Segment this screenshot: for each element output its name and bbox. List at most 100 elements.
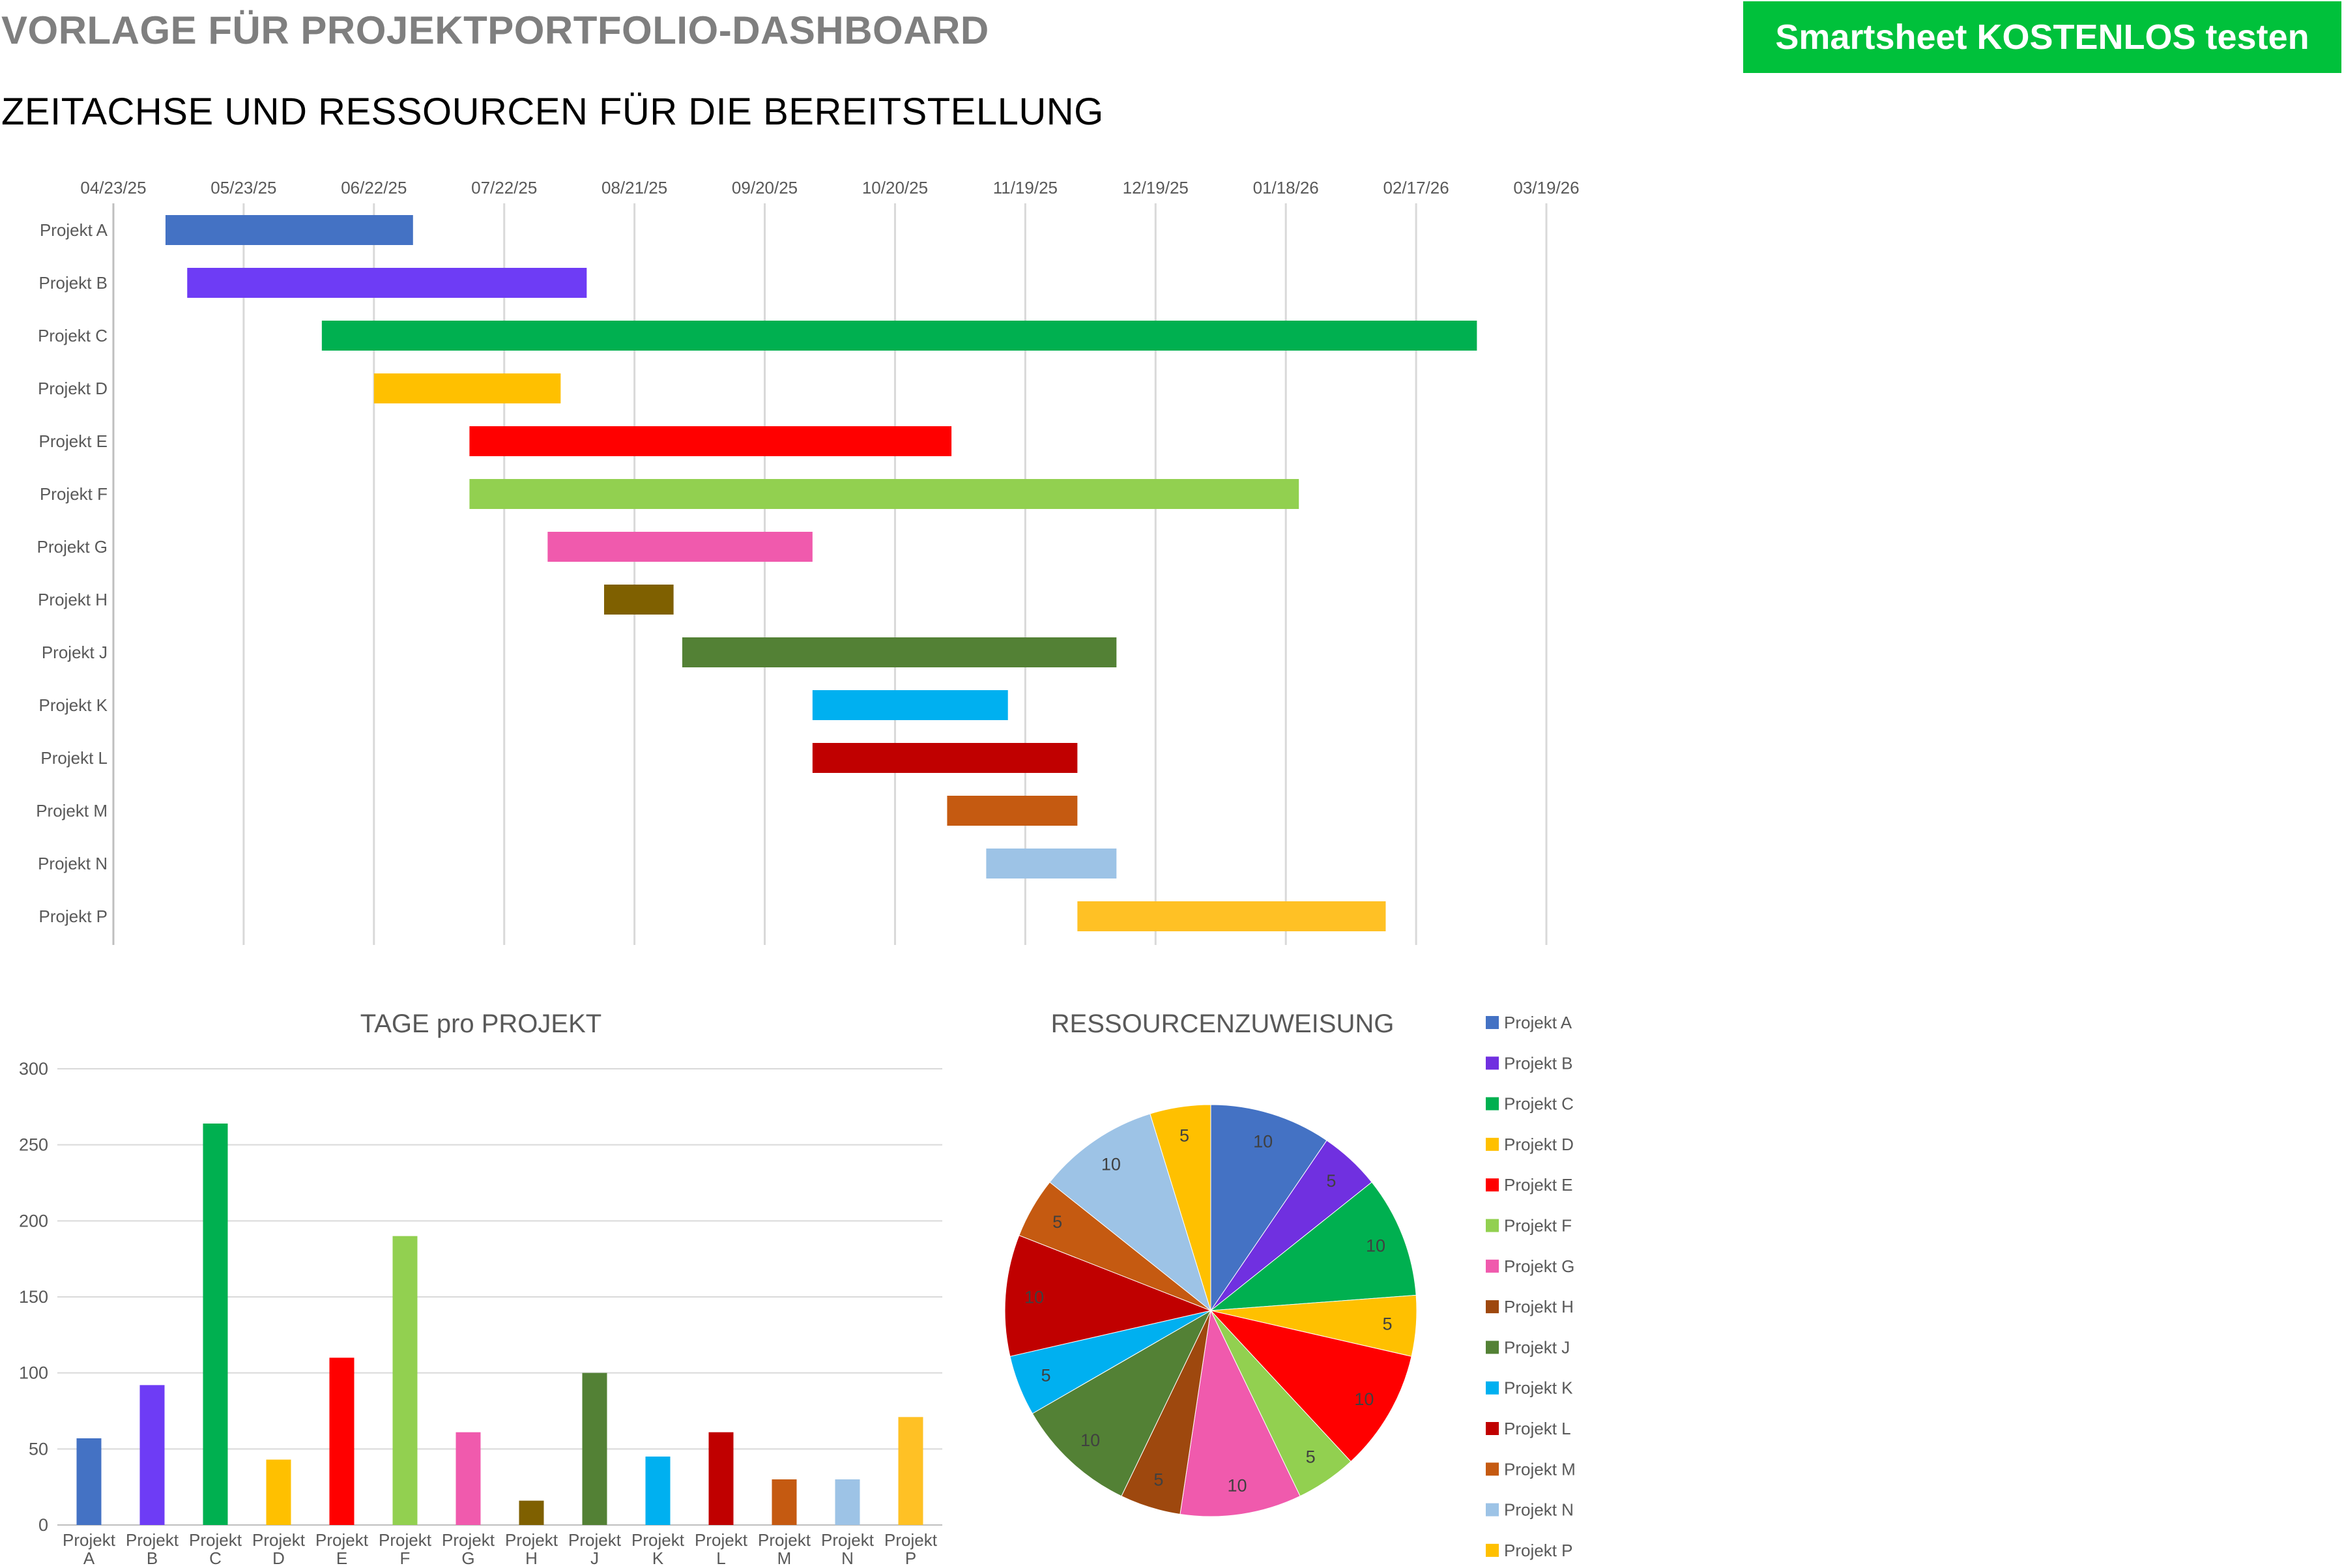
gantt-bar: [1077, 901, 1386, 931]
gantt-bar: [682, 637, 1117, 667]
legend-swatch: [1486, 1056, 1499, 1070]
legend-swatch: [1486, 1462, 1499, 1476]
pie-data-label: 5: [1153, 1470, 1163, 1490]
pie-data-label: 5: [1382, 1314, 1392, 1333]
pie-slice: [1049, 1113, 1211, 1312]
gantt-date-tick: 02/17/26: [1383, 178, 1449, 197]
pie-data-label: 5: [1041, 1365, 1051, 1385]
pie-data-label: 5: [1179, 1125, 1189, 1145]
bar-x-label: Projekt: [442, 1530, 495, 1550]
pie-data-label: 5: [1306, 1447, 1316, 1467]
gantt-bars: [165, 215, 1477, 931]
gantt-date-tick: 06/22/25: [341, 178, 407, 197]
gantt-project-labels: Projekt A Projekt B Projekt C Projekt D Proj…: [36, 220, 108, 926]
pie-data-label: 10: [1354, 1389, 1374, 1409]
gantt-date-tick: 01/18/26: [1253, 178, 1319, 197]
bar-x-label: Projekt: [126, 1530, 179, 1550]
legend-swatch: [1486, 1381, 1499, 1395]
gantt-bar: [947, 796, 1078, 826]
bar-chart-gridlines: [57, 1068, 942, 1526]
legend-swatch: [1486, 1097, 1499, 1111]
bar-x-label: Projekt: [379, 1530, 432, 1550]
bar-x-label: Projekt: [315, 1530, 369, 1550]
gantt-date-axis: 04/23/25 05/23/25 06/22/25 07/22/25 08/21/25…: [80, 178, 1579, 197]
bar-chart-y-axis: 0 50 100 150 200 250 300: [19, 1059, 48, 1535]
bar-x-label: Projekt: [252, 1530, 306, 1550]
page-title: VORLAGE FÜR PROJEKTPORTFOLIO-DASHBOARD: [1, 8, 989, 52]
legend-label: Projekt M: [1504, 1459, 1576, 1479]
bar-x-label: Projekt: [63, 1530, 116, 1550]
pie-slice: [1150, 1104, 1211, 1311]
gantt-bar: [321, 321, 1477, 351]
bar-y-tick: 0: [38, 1515, 48, 1535]
gantt-project-label: Projekt A: [40, 220, 108, 240]
bar: [898, 1417, 923, 1525]
legend-swatch: [1486, 1543, 1499, 1557]
bar-x-label: Projekt: [505, 1530, 558, 1550]
pie-data-label: 5: [1052, 1212, 1062, 1232]
gantt-bar: [812, 690, 1008, 720]
bar: [266, 1459, 291, 1525]
gantt-date-tick: 12/19/25: [1123, 178, 1189, 197]
pie-slice: [1209, 1310, 1412, 1462]
bar-x-label: Projekt: [884, 1530, 938, 1550]
gantt-bar: [469, 479, 1299, 509]
pie-slice: [1179, 1309, 1301, 1517]
bar-chart-title: TAGE pro PROJEKT: [360, 1009, 601, 1038]
bar-x-label: J: [590, 1548, 599, 1568]
try-smartsheet-button[interactable]: Smartsheet KOSTENLOS testen: [1743, 1, 2341, 73]
gantt-project-label: Projekt K: [39, 695, 108, 715]
legend-swatch: [1486, 1137, 1499, 1151]
bar-x-label: M: [777, 1548, 792, 1568]
bar: [456, 1432, 481, 1525]
legend-label: Projekt G: [1504, 1256, 1574, 1276]
legend-swatch: [1486, 1341, 1499, 1354]
bar-x-label: P: [905, 1548, 916, 1568]
gantt-date-tick: 04/23/25: [80, 178, 146, 197]
pie-data-label: 10: [1080, 1430, 1100, 1450]
bar: [772, 1479, 797, 1525]
section-title: ZEITACHSE UND RESSOURCEN FÜR DIE BEREITS…: [1, 91, 1104, 133]
legend-label: Projekt L: [1504, 1419, 1571, 1438]
gantt-bar: [187, 268, 587, 298]
bar-chart-bars: [76, 1124, 923, 1525]
gantt-bar: [373, 373, 561, 403]
legend-swatch: [1486, 1016, 1499, 1029]
bar: [519, 1500, 544, 1525]
bar-x-label: F: [400, 1548, 411, 1568]
legend-label: Projekt J: [1504, 1337, 1570, 1357]
bar: [203, 1124, 228, 1525]
gantt-date-tick: 09/20/25: [732, 178, 798, 197]
legend-swatch: [1486, 1422, 1499, 1435]
legend-label: Projekt D: [1504, 1135, 1574, 1154]
gantt-project-label: Projekt D: [38, 379, 108, 398]
gantt-date-tick: 03/19/26: [1513, 178, 1579, 197]
bar-y-tick: 100: [19, 1363, 48, 1383]
legend-label: Projekt K: [1504, 1378, 1573, 1398]
legend-label: Projekt A: [1504, 1013, 1572, 1032]
gantt-date-tick: 10/20/25: [862, 178, 928, 197]
bar-x-label: E: [336, 1548, 347, 1568]
bar-x-label: B: [147, 1548, 158, 1568]
bar: [329, 1357, 354, 1525]
gantt-project-label: Projekt G: [37, 537, 108, 557]
bar-x-label: Projekt: [631, 1530, 685, 1550]
legend-swatch: [1486, 1300, 1499, 1314]
gantt-project-label: Projekt B: [39, 273, 108, 293]
bar-x-label: C: [209, 1548, 222, 1568]
bar-x-label: Projekt: [189, 1530, 242, 1550]
legend-swatch: [1486, 1259, 1499, 1273]
pie-data-label: 10: [1227, 1476, 1247, 1496]
bar-y-tick: 150: [19, 1287, 48, 1307]
bar-y-tick: 50: [29, 1439, 48, 1459]
pie-data-label: 5: [1326, 1171, 1336, 1191]
legend-label: Projekt N: [1504, 1500, 1574, 1520]
bar: [392, 1236, 418, 1525]
pie-chart-data-labels: 10 5 10 5 10 5 10 5 10 5 10 5 10 5: [1024, 1125, 1393, 1495]
gantt-project-label: Projekt M: [36, 801, 108, 820]
gantt-bar: [603, 585, 674, 615]
bar-x-label: Projekt: [821, 1530, 875, 1550]
bar-x-label: Projekt: [695, 1530, 748, 1550]
gantt-gridlines: [112, 203, 1548, 945]
bar-y-tick: 300: [19, 1059, 48, 1079]
